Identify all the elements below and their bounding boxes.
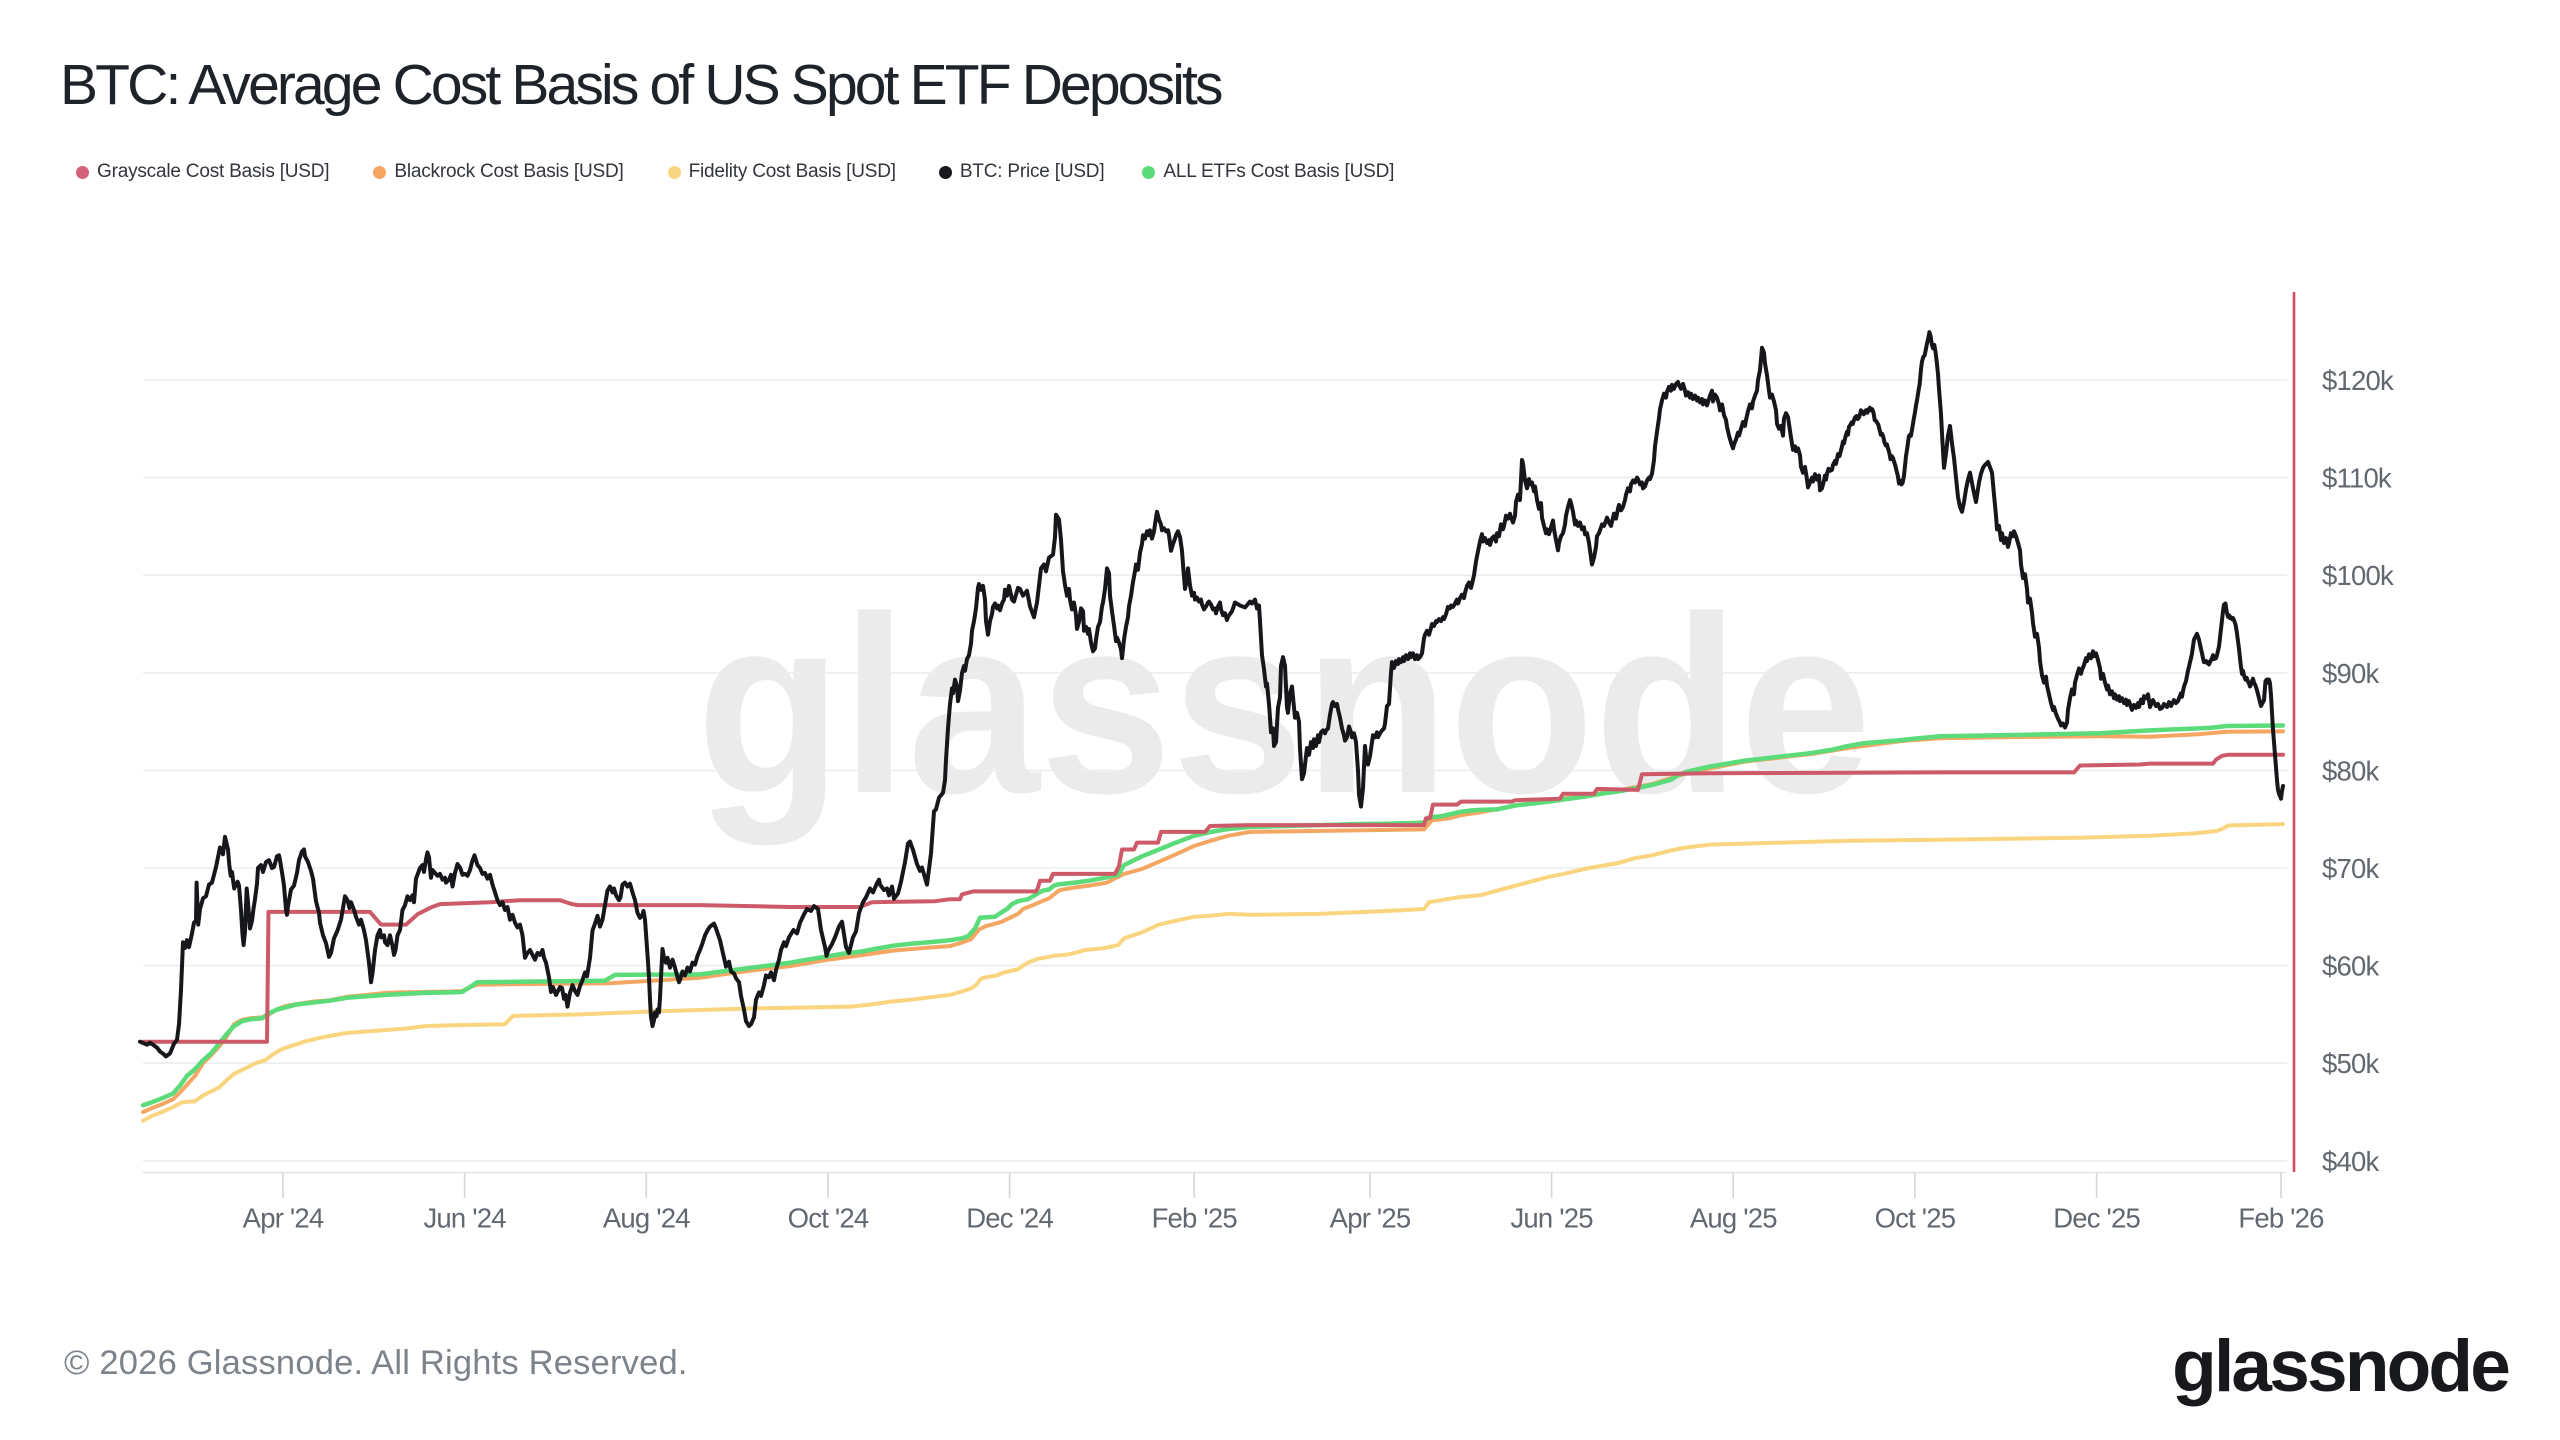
svg-text:Oct '24: Oct '24 [788,1203,869,1234]
svg-text:$70k: $70k [2322,853,2379,884]
svg-text:Oct '25: Oct '25 [1875,1203,1956,1234]
svg-text:$40k: $40k [2322,1146,2379,1177]
svg-text:Apr '24: Apr '24 [243,1203,324,1234]
svg-text:Dec '25: Dec '25 [2053,1203,2140,1234]
svg-text:$80k: $80k [2322,755,2379,786]
svg-text:$50k: $50k [2322,1048,2379,1079]
svg-text:glassnode: glassnode [697,565,1872,846]
svg-text:$110k: $110k [2322,463,2392,494]
svg-text:Feb '26: Feb '26 [2238,1203,2324,1234]
svg-text:Dec '24: Dec '24 [966,1203,1053,1234]
svg-text:Apr '25: Apr '25 [1330,1203,1411,1234]
svg-text:Aug '24: Aug '24 [603,1203,690,1234]
svg-text:$120k: $120k [2322,365,2394,396]
svg-text:Jun '25: Jun '25 [1510,1203,1593,1234]
svg-text:Aug '25: Aug '25 [1690,1203,1777,1234]
svg-text:$100k: $100k [2322,560,2394,591]
svg-text:Jun '24: Jun '24 [423,1203,506,1234]
svg-text:$90k: $90k [2322,658,2379,689]
svg-text:$60k: $60k [2322,951,2379,982]
svg-text:Feb '25: Feb '25 [1152,1203,1238,1234]
